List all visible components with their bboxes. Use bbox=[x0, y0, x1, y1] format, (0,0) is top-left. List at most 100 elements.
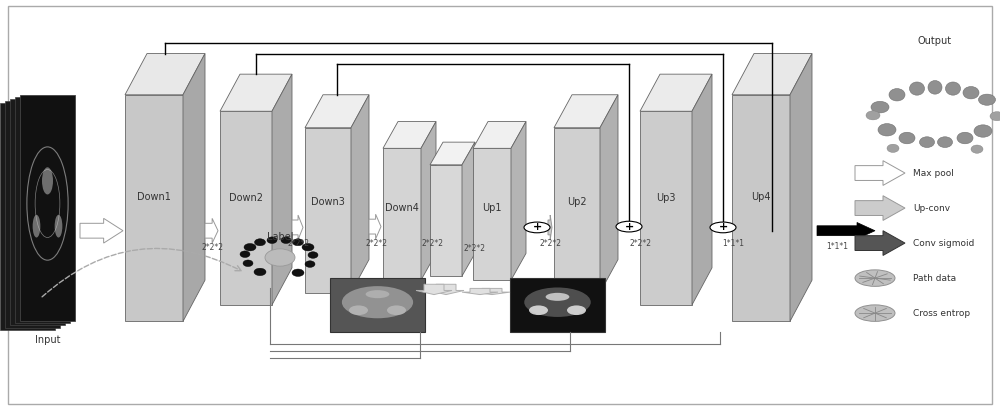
Ellipse shape bbox=[281, 237, 291, 243]
Ellipse shape bbox=[308, 252, 318, 258]
Polygon shape bbox=[369, 214, 381, 239]
Ellipse shape bbox=[293, 239, 304, 246]
Polygon shape bbox=[790, 54, 812, 321]
Polygon shape bbox=[183, 54, 205, 321]
Polygon shape bbox=[462, 142, 475, 276]
Ellipse shape bbox=[302, 243, 314, 251]
Ellipse shape bbox=[990, 112, 1000, 121]
Text: Cross entrop: Cross entrop bbox=[913, 309, 970, 318]
Ellipse shape bbox=[349, 305, 368, 315]
Ellipse shape bbox=[240, 251, 250, 258]
Polygon shape bbox=[554, 95, 618, 128]
Polygon shape bbox=[421, 122, 436, 280]
Circle shape bbox=[710, 222, 736, 233]
Polygon shape bbox=[855, 231, 905, 255]
Ellipse shape bbox=[946, 82, 961, 95]
Text: Path data: Path data bbox=[913, 274, 956, 283]
Polygon shape bbox=[692, 74, 712, 305]
Polygon shape bbox=[272, 74, 292, 305]
Ellipse shape bbox=[33, 215, 40, 238]
Text: 1*1*1: 1*1*1 bbox=[722, 239, 744, 248]
Ellipse shape bbox=[920, 137, 934, 147]
Ellipse shape bbox=[899, 132, 915, 144]
Text: 2*2*2: 2*2*2 bbox=[629, 239, 651, 248]
Ellipse shape bbox=[305, 261, 315, 267]
Ellipse shape bbox=[887, 144, 899, 152]
Text: Up2: Up2 bbox=[567, 197, 587, 207]
Ellipse shape bbox=[878, 124, 896, 136]
Text: Label: Label bbox=[267, 232, 293, 242]
Ellipse shape bbox=[366, 290, 389, 298]
Polygon shape bbox=[511, 122, 526, 280]
Ellipse shape bbox=[957, 132, 973, 144]
Text: Max pool: Max pool bbox=[913, 169, 954, 178]
Ellipse shape bbox=[910, 82, 924, 95]
Polygon shape bbox=[220, 111, 272, 305]
Ellipse shape bbox=[254, 268, 266, 276]
Bar bbox=[330, 278, 425, 332]
Ellipse shape bbox=[42, 167, 53, 194]
Text: 2*2*2: 2*2*2 bbox=[202, 243, 224, 252]
Text: 2*2*2: 2*2*2 bbox=[463, 243, 485, 253]
Text: +: + bbox=[718, 222, 728, 232]
Polygon shape bbox=[855, 161, 905, 185]
Polygon shape bbox=[474, 288, 510, 295]
Polygon shape bbox=[430, 165, 462, 276]
Text: Conv sigmoid: Conv sigmoid bbox=[913, 239, 974, 248]
Ellipse shape bbox=[387, 305, 406, 315]
Circle shape bbox=[524, 222, 550, 233]
Circle shape bbox=[616, 221, 642, 232]
Ellipse shape bbox=[254, 239, 266, 246]
Ellipse shape bbox=[978, 94, 996, 105]
Ellipse shape bbox=[546, 293, 569, 301]
Ellipse shape bbox=[938, 137, 953, 147]
Bar bbox=[5, 101, 60, 328]
Polygon shape bbox=[125, 54, 205, 95]
Polygon shape bbox=[416, 284, 452, 295]
Text: Down3: Down3 bbox=[311, 197, 345, 207]
Text: 2*2*2: 2*2*2 bbox=[365, 239, 387, 248]
Bar bbox=[510, 278, 605, 332]
Polygon shape bbox=[855, 196, 905, 220]
Bar bbox=[20, 95, 75, 321]
Ellipse shape bbox=[529, 305, 548, 315]
Polygon shape bbox=[292, 215, 303, 240]
Polygon shape bbox=[205, 218, 218, 243]
Polygon shape bbox=[640, 74, 712, 111]
Text: Input: Input bbox=[35, 335, 60, 345]
Polygon shape bbox=[80, 218, 123, 243]
Text: 1*1*1: 1*1*1 bbox=[826, 242, 848, 251]
Polygon shape bbox=[430, 142, 475, 165]
Ellipse shape bbox=[244, 243, 256, 251]
Polygon shape bbox=[351, 95, 369, 293]
Polygon shape bbox=[732, 95, 790, 321]
Text: Up3: Up3 bbox=[656, 193, 676, 204]
Polygon shape bbox=[600, 95, 618, 293]
Text: +: + bbox=[532, 222, 542, 232]
Text: 2*2*2: 2*2*2 bbox=[422, 239, 444, 248]
Polygon shape bbox=[383, 148, 421, 280]
Polygon shape bbox=[383, 122, 436, 148]
Ellipse shape bbox=[971, 145, 983, 153]
Polygon shape bbox=[305, 128, 351, 293]
Text: Output: Output bbox=[918, 36, 952, 46]
Text: 2*2*2: 2*2*2 bbox=[540, 239, 562, 248]
Ellipse shape bbox=[524, 288, 591, 317]
Ellipse shape bbox=[267, 237, 277, 243]
Polygon shape bbox=[548, 215, 552, 240]
Polygon shape bbox=[220, 74, 292, 111]
Text: +: + bbox=[624, 222, 634, 232]
Ellipse shape bbox=[243, 260, 253, 267]
FancyArrowPatch shape bbox=[42, 248, 241, 297]
Polygon shape bbox=[473, 122, 526, 148]
Polygon shape bbox=[428, 284, 464, 295]
Polygon shape bbox=[473, 148, 511, 280]
Ellipse shape bbox=[55, 215, 62, 238]
Ellipse shape bbox=[963, 87, 979, 99]
FancyBboxPatch shape bbox=[8, 6, 992, 404]
Polygon shape bbox=[125, 95, 183, 321]
Ellipse shape bbox=[871, 101, 889, 113]
Text: Up4: Up4 bbox=[751, 192, 771, 202]
Polygon shape bbox=[554, 128, 600, 293]
Ellipse shape bbox=[292, 269, 304, 276]
